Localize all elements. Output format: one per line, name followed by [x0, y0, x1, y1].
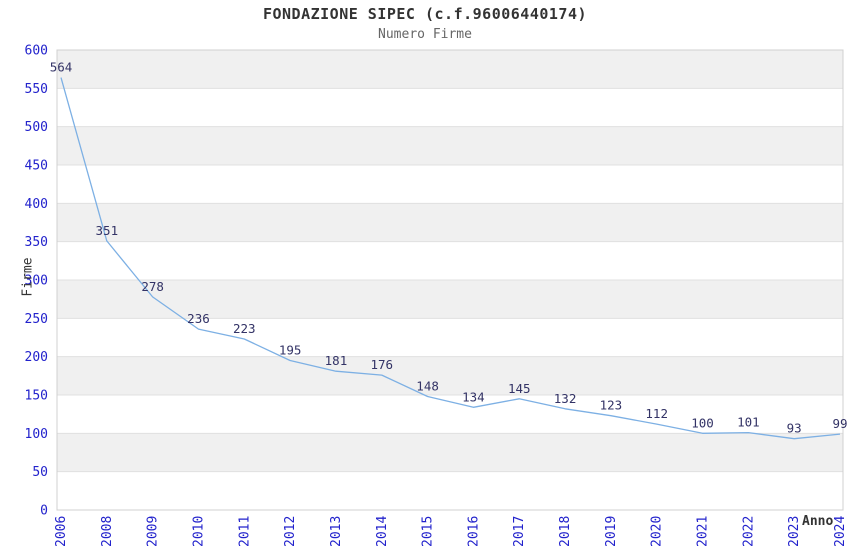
data-label: 223	[233, 321, 256, 336]
y-tick-label: 450	[25, 159, 48, 174]
x-tick-label: 2008	[100, 516, 115, 547]
y-tick-label: 200	[25, 350, 48, 365]
x-tick-label: 2012	[283, 516, 298, 547]
plot-band	[57, 126, 843, 165]
plot-band	[57, 203, 843, 242]
y-axis-title: Firme	[20, 257, 36, 297]
data-label: 145	[508, 381, 531, 396]
x-tick-label: 2019	[604, 516, 619, 547]
data-label: 278	[141, 279, 164, 294]
data-label: 236	[187, 311, 210, 326]
data-label: 176	[370, 357, 393, 372]
x-tick-label: 2014	[375, 516, 390, 547]
x-tick-label: 2006	[54, 516, 69, 547]
x-axis-title: Anno	[802, 514, 834, 529]
plot-band	[57, 50, 843, 89]
plot-band	[57, 433, 843, 472]
y-tick-label: 150	[25, 389, 48, 404]
y-tick-label: 350	[25, 235, 48, 250]
data-label: 93	[787, 421, 802, 436]
y-tick-label: 50	[32, 465, 48, 480]
x-tick-label: 2023	[787, 516, 802, 547]
x-tick-label: 2015	[421, 516, 436, 547]
data-line	[60, 77, 841, 440]
data-label: 134	[462, 389, 485, 404]
data-label: 148	[416, 379, 439, 394]
data-label: 195	[279, 343, 302, 358]
data-label: 351	[96, 223, 119, 238]
y-tick-label: 100	[25, 427, 48, 442]
plot-band	[57, 280, 843, 319]
data-label: 99	[832, 416, 847, 431]
data-label: 564	[50, 60, 73, 75]
data-label: 112	[645, 406, 668, 421]
x-tick-label: 2013	[329, 516, 344, 547]
y-tick-label: 400	[25, 197, 48, 212]
data-label: 181	[325, 353, 348, 368]
y-tick-label: 600	[25, 44, 48, 59]
x-tick-label: 2009	[146, 516, 161, 547]
chart-title: FONDAZIONE SIPEC (c.f.96006440174)	[262, 5, 588, 23]
data-label: 101	[737, 415, 760, 430]
plot-border	[56, 49, 844, 511]
data-label: 100	[691, 415, 714, 430]
x-tick-label: 2018	[558, 516, 573, 547]
data-label: 132	[554, 391, 577, 406]
y-tick-label: 500	[25, 120, 48, 135]
x-tick-label: 2017	[512, 516, 527, 547]
chart-subtitle: Numero Firme	[378, 27, 472, 42]
y-tick-label: 0	[40, 504, 48, 519]
x-tick-label: 2024	[833, 516, 848, 547]
plot-band	[57, 356, 843, 395]
x-tick-label: 2016	[466, 516, 481, 547]
x-tick-label: 2011	[237, 516, 252, 547]
y-tick-label: 250	[25, 312, 48, 327]
x-tick-label: 2010	[191, 516, 206, 547]
data-label: 123	[600, 398, 623, 413]
x-tick-label: 2022	[741, 516, 756, 547]
x-tick-label: 2021	[696, 516, 711, 547]
y-tick-label: 300	[25, 274, 48, 289]
x-tick-label: 2020	[650, 516, 665, 547]
y-tick-label: 550	[25, 82, 48, 97]
